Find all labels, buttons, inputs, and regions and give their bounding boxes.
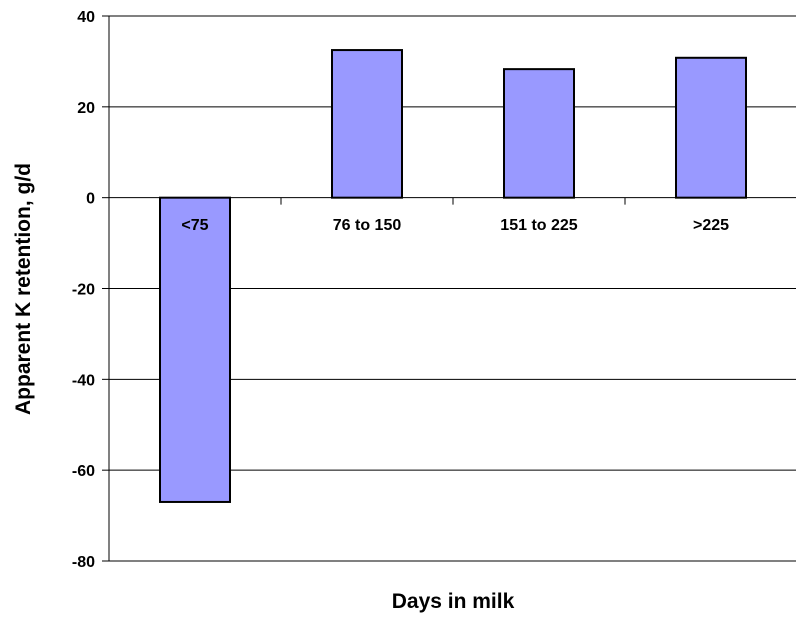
- y-tick-label: 40: [77, 9, 95, 26]
- x-axis-title: Days in milk: [392, 590, 515, 613]
- category-label: 76 to 150: [333, 217, 402, 234]
- category-label: <75: [181, 217, 208, 234]
- category-label: 151 to 225: [500, 217, 577, 234]
- y-tick-label: -60: [72, 463, 95, 480]
- y-tick-labels: 40 20 0 -20 -40 -60 -80: [72, 9, 95, 571]
- y-tick-label: 0: [86, 191, 95, 208]
- y-tick-label: -80: [72, 554, 95, 571]
- y-axis-title: Apparent K retention, g/d: [12, 163, 35, 415]
- axes: [102, 15, 626, 562]
- bar: [503, 68, 575, 199]
- bars: [159, 49, 747, 503]
- y-tick-label: -20: [72, 282, 95, 299]
- category-labels: <75 76 to 150 151 to 225 >225: [181, 217, 729, 234]
- bar: [331, 49, 403, 199]
- bar: [159, 196, 231, 503]
- bar: [675, 56, 747, 199]
- y-tick-label: 20: [77, 100, 95, 117]
- y-tick-label: -40: [72, 372, 95, 389]
- category-label: >225: [693, 217, 729, 234]
